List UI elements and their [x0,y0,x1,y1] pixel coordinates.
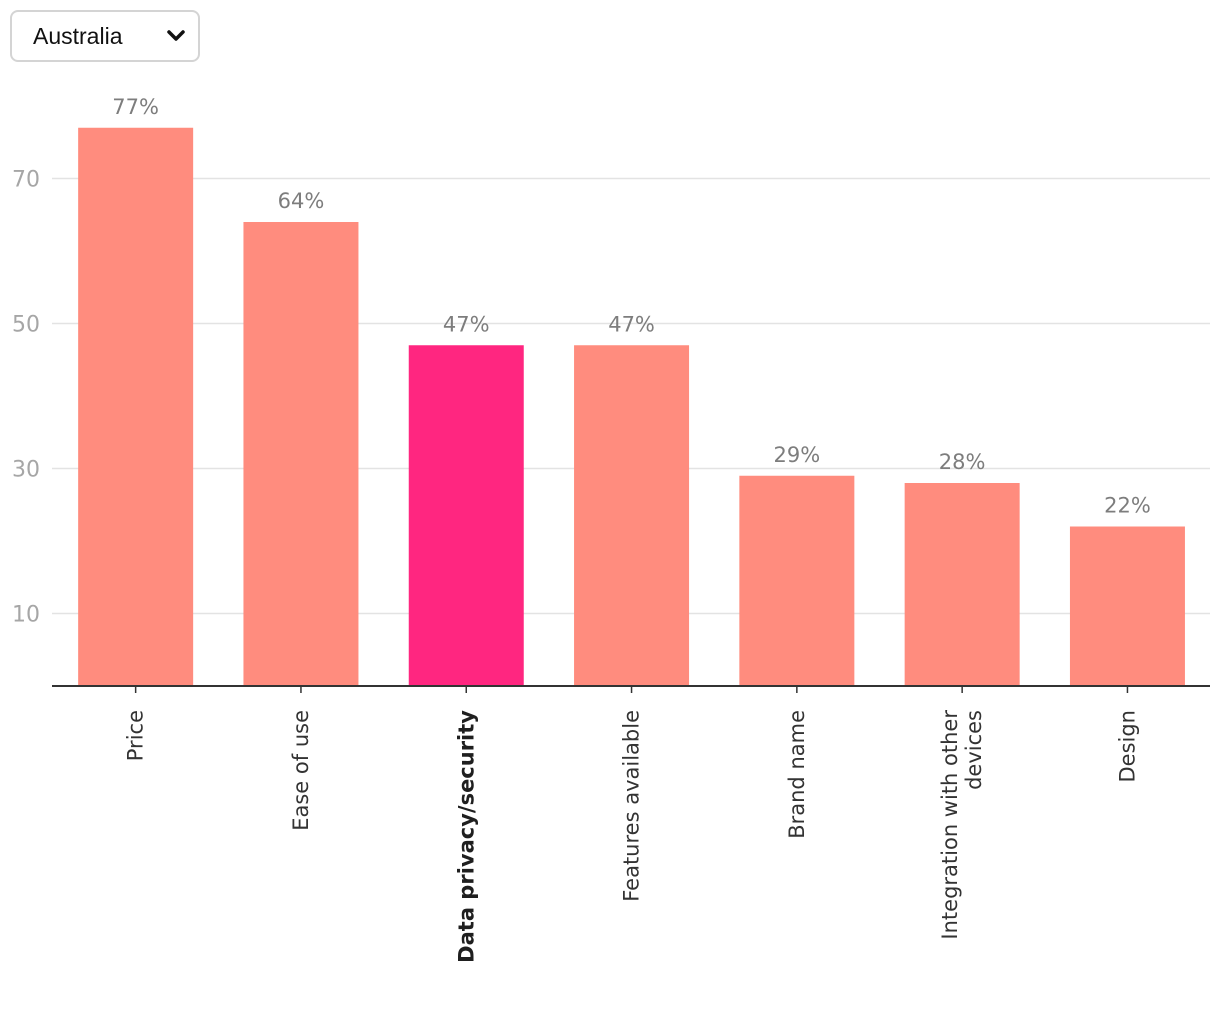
y-axis-ticks: 10 30 50 70 [12,168,40,628]
category-label: Brand name [785,710,809,839]
category-label-line: Data privacy/security [454,710,478,963]
category-label: Integration with other devices [938,710,986,940]
value-label: 77% [112,95,159,119]
category-label-line: Design [1115,710,1139,783]
bar-brand-name[interactable] [739,475,855,686]
value-label: 28% [939,450,986,474]
bar-data-privacy-security[interactable] [408,345,524,686]
country-select[interactable]: Australia [10,10,200,62]
category-label-line: Brand name [785,710,809,839]
y-tick-label: 70 [12,168,40,193]
category-label-line: Integration with other [938,710,962,940]
bar-features-available[interactable] [574,345,690,686]
value-label: 64% [278,189,325,213]
bar-integration-with-other-devices[interactable] [904,483,1020,686]
bars [78,127,1185,687]
y-tick-label: 30 [12,458,40,483]
value-label: 29% [774,443,821,467]
country-select-value: Australia [33,22,123,49]
chevron-down-icon [167,30,185,41]
category-label: Data privacy/security [454,710,478,963]
category-label: Design [1115,710,1139,783]
bar-design[interactable] [1069,526,1185,687]
x-axis-ticks [134,686,1129,693]
value-label: 47% [608,312,655,336]
category-label: Features available [620,710,644,902]
value-label: 22% [1104,494,1151,518]
bar-price[interactable] [78,127,194,686]
category-label-line: Features available [620,710,644,902]
category-label-line: devices [962,710,986,790]
value-labels: 77% 64% 47% 47% 29% 28% 22% [112,95,1150,518]
category-label-line: Ease of use [289,710,313,831]
value-label: 47% [443,312,490,336]
category-label-line: Price [124,710,148,761]
category-labels: Price Ease of use Data privacy/security Fea… [124,710,1140,963]
category-label: Ease of use [289,710,313,831]
bar-ease-of-use[interactable] [243,222,359,686]
category-label: Price [124,710,148,761]
y-tick-label: 10 [12,603,40,628]
y-tick-label: 50 [12,313,40,338]
